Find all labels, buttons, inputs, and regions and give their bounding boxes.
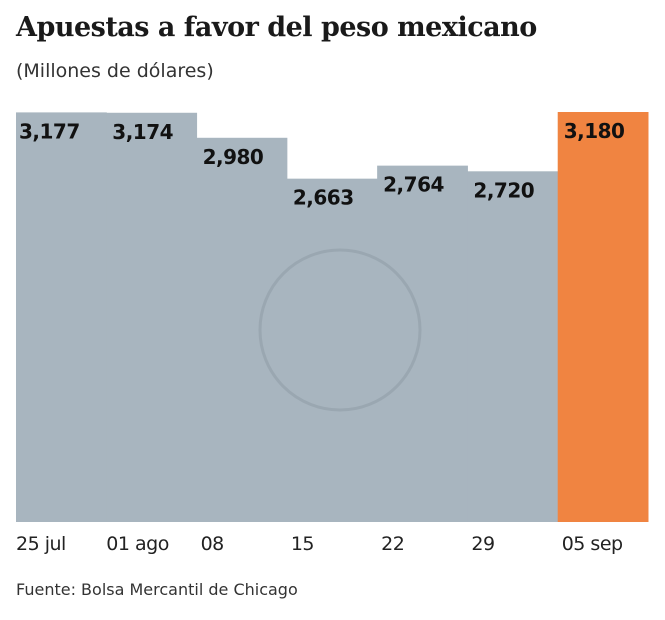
value-label: 3,177 <box>19 119 80 143</box>
bar <box>286 178 378 522</box>
x-tick-label: 29 <box>471 533 494 555</box>
chart-title: Apuestas a favor del peso mexicano <box>16 12 537 43</box>
chart-subtitle: (Millones de dólares) <box>16 60 214 82</box>
bar <box>106 112 198 522</box>
x-tick-label: 01 ago <box>106 533 169 555</box>
value-label: 3,174 <box>112 120 173 144</box>
value-label: 2,720 <box>473 178 534 202</box>
bar <box>16 112 107 523</box>
bar <box>377 165 468 522</box>
bar <box>196 137 288 522</box>
value-label: 3,180 <box>564 119 625 143</box>
x-tick-label: 05 sep <box>562 533 623 555</box>
x-tick-label: 25 jul <box>16 533 66 555</box>
bar <box>467 171 559 523</box>
x-tick-label: 22 <box>381 533 404 555</box>
source-note: Fuente: Bolsa Mercantil de Chicago <box>16 580 298 599</box>
value-label: 2,764 <box>383 173 444 197</box>
x-tick-label: 08 <box>201 533 224 555</box>
x-tick-label: 15 <box>291 533 314 555</box>
value-label: 2,980 <box>203 145 264 169</box>
watermark-globe <box>258 248 422 412</box>
bar <box>557 112 649 522</box>
value-label: 2,663 <box>293 186 354 210</box>
